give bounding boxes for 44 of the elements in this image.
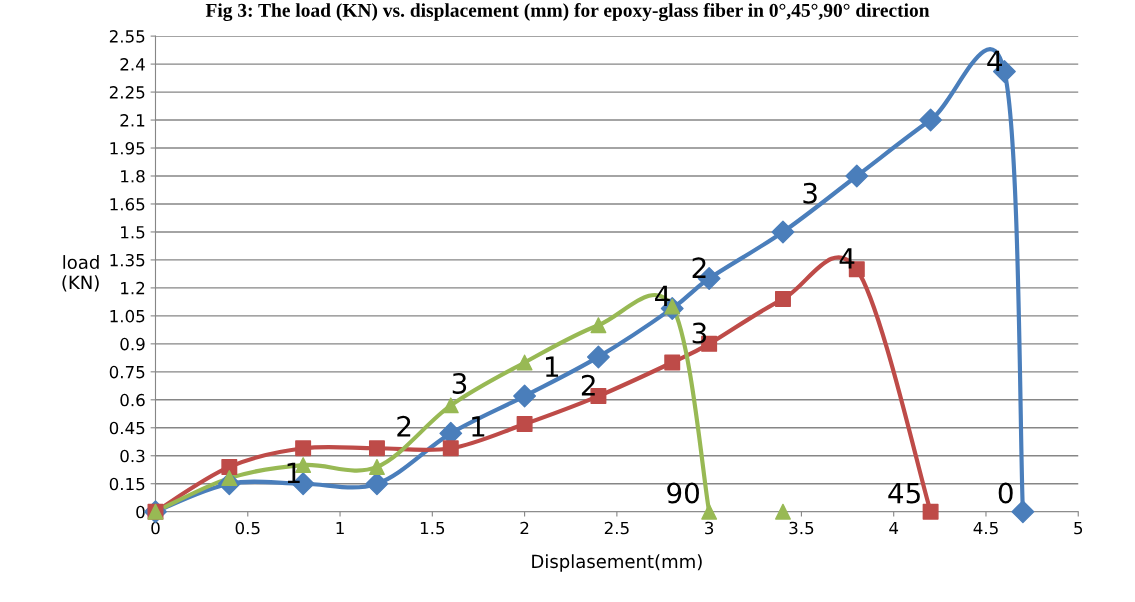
annotation: 3 [803, 182, 817, 204]
y-tick-label: 0.3 [120, 449, 145, 463]
y-tick-label: 0.75 [109, 365, 145, 379]
annotation: 1 [287, 462, 300, 484]
y-axis-title: load (KN) [62, 255, 99, 292]
x-tick-label: 0.5 [235, 521, 260, 535]
annotation: 2 [581, 374, 595, 396]
series-label: 90 [667, 482, 699, 504]
y-tick-label: 2.1 [120, 114, 145, 127]
y-tick-label: 0.9 [120, 337, 145, 351]
x-axis-title: Displasement(mm) [532, 554, 702, 572]
x-tick-label: 5 [1074, 521, 1083, 535]
series-label: 0 [998, 482, 1013, 504]
y-tick-label: 0.45 [109, 421, 145, 435]
annotation: 2 [397, 415, 411, 437]
y-tick-label: 2.25 [109, 86, 145, 99]
y-tick-label: 1.95 [110, 141, 145, 155]
y-tick-label: 1.65 [110, 197, 145, 211]
annotation: 1 [472, 416, 485, 437]
x-tick-label: 3.5 [789, 521, 814, 535]
y-tick-label: 1.5 [121, 226, 145, 239]
y-tick-label: 1.8 [121, 169, 145, 183]
y-tick-label: 1.05 [110, 309, 145, 323]
x-tick-label: 1.5 [420, 521, 445, 535]
x-tick-label: 0 [151, 521, 160, 535]
x-tick-label: 2 [520, 521, 529, 535]
y-tick-label: 2.4 [120, 58, 145, 71]
x-tick-label: 4.5 [973, 521, 998, 535]
x-tick-label: 1 [336, 521, 344, 535]
x-tick-label: 2.5 [604, 521, 629, 535]
annotation: 3 [452, 372, 467, 394]
y-tick-label: 0.15 [109, 477, 145, 491]
y-tick-label: 1.35 [110, 253, 145, 267]
y-tick-label: 0.6 [120, 393, 145, 407]
y-tick-label: 1.2 [121, 281, 145, 295]
annotation: 1 [546, 356, 559, 377]
annotation: 3 [692, 322, 707, 344]
chart-title: Fig 3: The load (KN) vs. displacement (mm) for epoxy-glass fiber in 0°,45°,90° direction [205, 3, 930, 21]
annotation: 2 [692, 257, 706, 278]
x-tick-label: 3 [705, 521, 714, 535]
series-label: 45 [888, 482, 920, 504]
y-tick-label: 2.55 [109, 30, 145, 43]
x-tick-label: 4 [889, 521, 899, 535]
y-tick-label: 0 [136, 505, 145, 519]
